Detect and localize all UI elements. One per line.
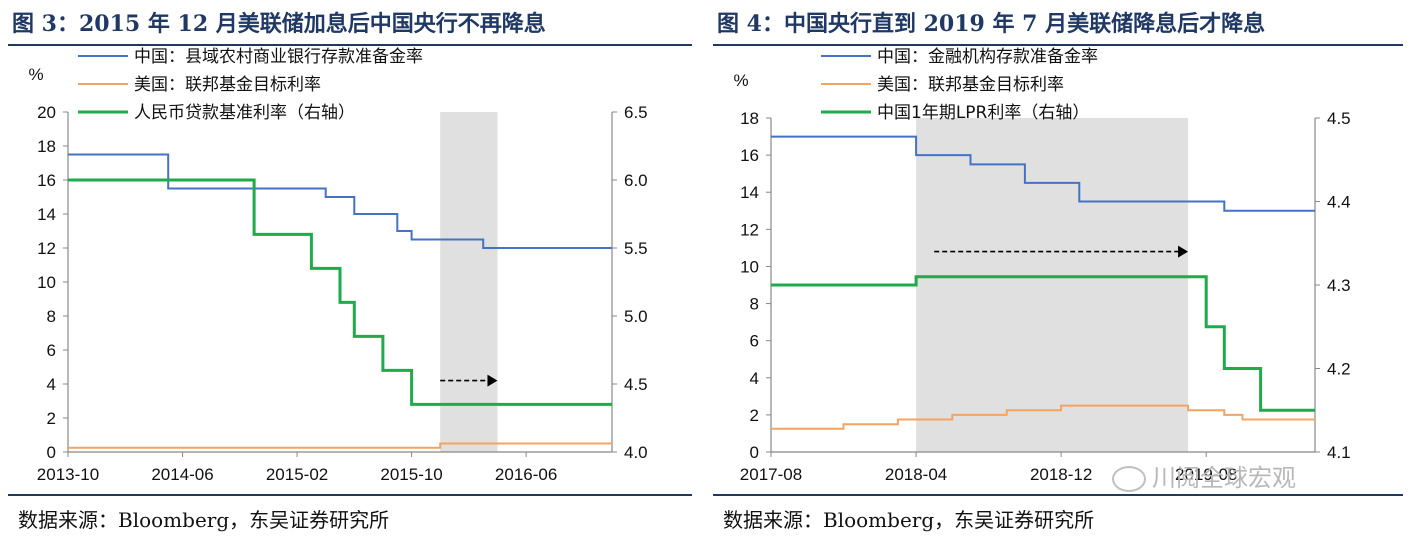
y2-tick-label: 4.2 xyxy=(1327,360,1351,379)
legend-entry: 美国：联邦基金目标利率 xyxy=(877,75,1064,95)
source-note: 数据来源：Bloomberg，东吴证券研究所 xyxy=(18,508,390,532)
title-divider xyxy=(8,44,692,46)
y-tick-label: 18 xyxy=(740,109,759,128)
y-tick-label: 2 xyxy=(47,409,56,428)
y2-tick-label: 4.3 xyxy=(1327,276,1351,295)
x-tick-label: 2018-12 xyxy=(1030,465,1092,484)
y-tick-label: 18 xyxy=(37,137,56,156)
x-tick-label: 2014-06 xyxy=(151,465,213,484)
wechat-icon xyxy=(1112,466,1146,492)
y-tick-label: 6 xyxy=(47,341,56,360)
y-tick-label: 12 xyxy=(740,220,759,239)
left-chart-panel: 图 3：2015 年 12 月美联储加息后中国央行不再降息 % 0 2 4 6 8 10 12… xyxy=(0,0,700,540)
y-tick-label: 16 xyxy=(37,171,56,190)
series-line-3 xyxy=(771,275,1315,412)
y-tick-label: 12 xyxy=(37,239,56,258)
y2-tick-label: 4.4 xyxy=(1327,193,1351,212)
shaded-period xyxy=(916,118,1189,452)
series-line-1 xyxy=(771,135,1315,212)
y2-tick-label: 6.5 xyxy=(624,103,648,122)
y-tick-label: 10 xyxy=(740,257,759,276)
y2-tick-label: 5.0 xyxy=(624,307,648,326)
series-line-3 xyxy=(68,178,612,406)
y-tick-label: 8 xyxy=(47,307,56,326)
y-tick-label: 10 xyxy=(37,273,56,292)
legend-entry: 美国：联邦基金目标利率 xyxy=(134,75,321,95)
x-tick-label: 2015-02 xyxy=(266,465,328,484)
source-divider xyxy=(713,494,1403,496)
y-tick-label: 8 xyxy=(750,295,759,314)
legend-entry: 中国：县域农村商业银行存款准备金率 xyxy=(134,47,423,67)
series-line-2 xyxy=(68,442,612,449)
y-tick-label: 0 xyxy=(47,443,56,462)
series-line-1 xyxy=(68,153,612,249)
chart-title: 图 4：中国央行直到 2019 年 7 月美联储降息后才降息 xyxy=(717,11,1266,37)
legend-entry: 中国1年期LPR利率（右轴） xyxy=(877,103,1089,123)
chart-title: 图 3：2015 年 12 月美联储加息后中国央行不再降息 xyxy=(12,11,546,37)
title-divider xyxy=(713,44,1403,46)
y-tick-label: 14 xyxy=(37,205,56,224)
y-axis-unit: % xyxy=(733,71,748,90)
x-tick-label: 2019-08 xyxy=(1175,465,1237,484)
chart-svg-right: % 0 2 4 6 8 10 12 14 16 18 4.1 4.2 4.3 4.4 4.5 2017-08 20… xyxy=(733,47,1351,484)
y2-tick-label: 6.0 xyxy=(624,171,648,190)
y2-tick-label: 4.5 xyxy=(624,375,648,394)
watermark: 川阅全球宏观 xyxy=(1112,458,1296,493)
y2-tick-label: 4.5 xyxy=(1327,109,1351,128)
y-tick-label: 4 xyxy=(47,375,56,394)
watermark-text: 川阅全球宏观 xyxy=(1152,464,1296,492)
y-tick-label: 16 xyxy=(740,146,759,165)
x-tick-label: 2017-08 xyxy=(740,465,802,484)
y2-tick-label: 5.5 xyxy=(624,239,648,258)
arrow-head xyxy=(487,374,498,387)
y-tick-label: 4 xyxy=(750,369,759,388)
y-tick-label: 0 xyxy=(750,443,759,462)
y-tick-label: 2 xyxy=(750,406,759,425)
right-chart-panel: 图 4：中国央行直到 2019 年 7 月美联储降息后才降息 % 0 2 4 6 8 10 1… xyxy=(705,0,1411,540)
chart-svg-left: % 0 2 4 6 8 10 12 14 16 18 20 4.0 4.5 5.0 5.5 6.0 6.5 2013… xyxy=(28,47,648,484)
y-tick-label: 20 xyxy=(37,103,56,122)
y-tick-label: 14 xyxy=(740,183,759,202)
arrow-head xyxy=(1178,245,1189,258)
x-tick-label: 2016-06 xyxy=(495,465,557,484)
x-tick-label: 2013-10 xyxy=(37,465,99,484)
y-axis-unit: % xyxy=(28,65,43,84)
legend-entry: 中国：金融机构存款准备金率 xyxy=(877,47,1098,67)
shaded-period xyxy=(440,112,498,452)
y2-tick-label: 4.0 xyxy=(624,443,648,462)
source-divider xyxy=(8,494,692,496)
legend-entry: 人民币贷款基准利率（右轴） xyxy=(134,103,355,123)
x-tick-label: 2018-04 xyxy=(885,465,947,484)
y2-tick-label: 4.1 xyxy=(1327,443,1351,462)
source-note: 数据来源：Bloomberg，东吴证券研究所 xyxy=(723,508,1095,532)
y-tick-label: 6 xyxy=(750,332,759,351)
x-tick-label: 2015-10 xyxy=(380,465,442,484)
series-line-2 xyxy=(771,404,1315,430)
